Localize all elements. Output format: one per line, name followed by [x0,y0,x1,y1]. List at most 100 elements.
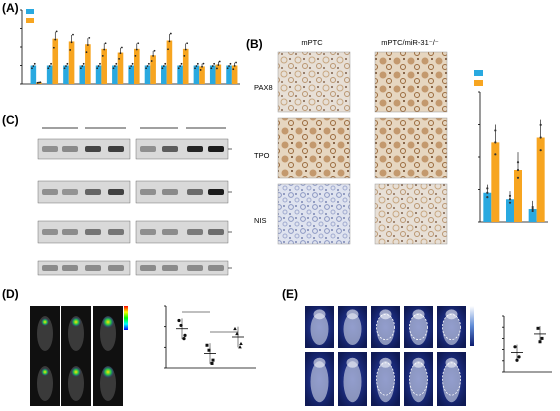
data-point [99,62,101,65]
data-point [508,194,512,197]
data-point [153,49,156,52]
blot-band [162,189,178,195]
panel-e-imaging-timecourse [305,306,474,406]
data-point [65,65,67,67]
data-point [494,153,497,156]
bar-control [95,65,102,84]
data-point [47,67,50,70]
blot-band [140,189,156,195]
data-point [134,54,137,57]
data-point [229,62,232,65]
bar-ko [215,64,222,84]
data-point [494,129,497,132]
blot-band [187,265,203,271]
data-point [137,42,140,45]
data-point [539,123,542,126]
uptake-hotspot [41,368,49,376]
data-point [177,67,180,70]
data-point [239,341,243,346]
ihc-row-label-tpo: TPO [254,151,270,160]
blot-membrane-left [37,138,131,160]
ihc-row-label-pax8: PAX8 [254,83,273,92]
uptake-hotspot [71,317,81,327]
blot-band [42,229,58,235]
data-point [36,81,39,84]
data-point [167,48,169,51]
data-point [207,348,211,352]
data-point [115,62,118,65]
legend-swatch-ko [26,18,34,23]
data-point [85,51,88,54]
mouse-silhouette [37,366,53,401]
blot-band [85,189,101,195]
data-point [86,44,89,46]
mouse-head [313,357,326,368]
uptake-hotspot [102,366,114,378]
bar-control [161,65,167,84]
blot-band [42,265,58,271]
bar-ko [52,38,59,84]
blot-band [85,265,101,271]
panel-d-label: (D) [2,287,19,301]
data-point [150,60,153,62]
data-point [508,198,512,201]
blot-band [162,146,178,152]
data-point [516,161,520,164]
roi-outline [376,362,395,396]
bar-control [193,65,200,84]
bar-control [177,65,183,84]
mouse-silhouette [310,361,329,403]
data-point [199,69,202,71]
data-point [210,361,214,365]
data-point [486,187,489,190]
data-point [168,40,171,43]
color-scale-bar [124,306,128,330]
bar-ko [182,48,189,84]
data-point [118,57,120,60]
mouse-silhouette [442,361,461,403]
data-point [494,141,497,144]
blot-band [108,265,124,271]
blot-band [208,146,224,152]
data-point [235,331,239,336]
bar-ko [536,137,545,222]
blot-band [62,265,78,271]
bar-ko [117,52,124,84]
blot-band [108,146,124,152]
blot-band [208,265,224,271]
data-point [210,67,213,70]
mouse-silhouette [442,313,461,346]
data-point [55,30,58,33]
data-point [52,46,55,49]
roi-outline [376,313,395,340]
ihc-row-label-nis: NIS [254,216,267,225]
blot-band [187,229,203,235]
data-point [48,65,51,67]
data-point [32,65,35,67]
panel-c-label: (C) [2,113,19,127]
roi-outline [409,313,428,340]
mouse-silhouette [376,361,395,403]
data-point [205,343,209,347]
blot-band [162,229,178,235]
data-point [517,355,521,359]
data-point [539,136,542,139]
data-point [531,207,534,211]
data-point [79,67,82,70]
data-point [233,326,237,331]
bar-control [79,65,86,84]
bar-control [30,65,37,84]
data-point [63,67,66,70]
bar-ko [134,48,140,84]
data-point [217,64,220,66]
data-point [538,340,542,344]
data-point [486,191,489,194]
panel-e-label: (E) [282,287,298,301]
uptake-hotspot [102,316,114,328]
data-point [183,333,187,337]
data-point [180,62,183,65]
data-point [516,168,520,172]
data-point [54,38,57,41]
data-point [119,52,122,55]
